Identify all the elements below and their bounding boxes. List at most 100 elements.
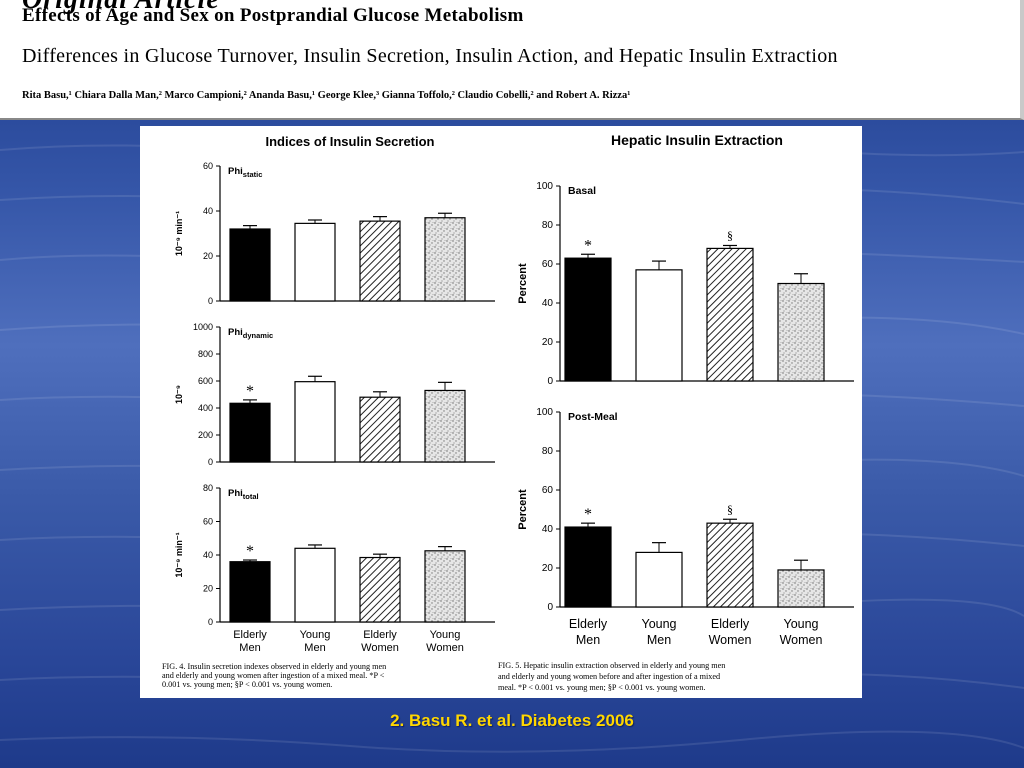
x-category-label: Women — [709, 633, 752, 647]
right-figure-title: Hepatic Insulin Extraction — [611, 132, 783, 148]
bar-elderly-men — [564, 526, 612, 608]
y-tick-label: 60 — [203, 161, 213, 171]
y-tick-label: 200 — [198, 430, 213, 440]
panel-title: Post-Meal — [568, 411, 618, 423]
y-axis-label: 10⁻⁹ — [174, 385, 184, 404]
panel-title: Phistatic — [228, 166, 262, 179]
bar-elderly-men — [229, 561, 271, 623]
y-tick-label: 20 — [203, 251, 213, 261]
panel-title-subscript: static — [243, 170, 263, 179]
bar-young-men — [294, 381, 336, 463]
significance-asterisk: * — [584, 506, 592, 523]
chart-4: 0 20 40 60 80 100 Percent Post-Meal * Elderly Men Y… — [517, 407, 854, 647]
y-tick-label: 20 — [203, 584, 213, 594]
bar-young-men — [635, 551, 683, 608]
journal-label: Original Article — [22, 0, 220, 16]
citation-label: 2. Basu R. et al. Diabetes 2006 — [390, 711, 634, 730]
y-tick-label: 0 — [208, 617, 213, 627]
bar-young-men — [294, 222, 336, 302]
y-tick-label: 0 — [547, 376, 553, 387]
y-tick-label: 100 — [536, 181, 553, 192]
y-tick-label: 80 — [542, 446, 554, 457]
right-figure-caption-line: meal. *P < 0.001 vs. young men; §P < 0.0… — [498, 683, 705, 692]
x-category-label: Young — [300, 629, 331, 641]
significance-section-sign: § — [727, 502, 733, 516]
panel-title: Basal — [568, 185, 596, 197]
bar-elderly-men — [229, 228, 271, 302]
bar-elderly-men — [564, 257, 612, 382]
bar-elderly-women — [359, 396, 401, 463]
y-tick-label: 60 — [203, 517, 213, 527]
x-category-label: Men — [239, 642, 260, 654]
y-tick-label: 60 — [542, 485, 554, 496]
left-figure-title: Indices of Insulin Secretion — [265, 134, 434, 149]
bar-young-men — [635, 269, 683, 382]
panel-title: Phidynamic — [228, 327, 273, 340]
y-tick-label: 40 — [542, 298, 554, 309]
bar-elderly-women — [706, 247, 754, 382]
y-tick-label: 40 — [203, 206, 213, 216]
significance-asterisk: * — [246, 543, 254, 560]
y-axis-label: Percent — [517, 489, 529, 530]
figure-panel: Indices of Insulin Secretion Hepatic Ins… — [140, 126, 862, 698]
bar-young-women — [424, 217, 466, 302]
x-category-label: Women — [780, 633, 823, 647]
x-category-label: Young — [784, 617, 819, 631]
y-tick-label: 600 — [198, 376, 213, 386]
bar-elderly-women — [359, 556, 401, 623]
y-tick-label: 80 — [203, 483, 213, 493]
y-tick-label: 0 — [208, 457, 213, 467]
y-tick-label: 60 — [542, 259, 554, 270]
x-category-label: Women — [426, 642, 464, 654]
y-tick-label: 80 — [542, 220, 554, 231]
y-tick-label: 400 — [198, 403, 213, 413]
x-category-label: Elderly — [711, 617, 750, 631]
bar-young-women — [424, 389, 466, 463]
x-category-label: Young — [642, 617, 677, 631]
right-figure-caption-line: and elderly and young women before and a… — [498, 672, 720, 681]
y-tick-label: 40 — [203, 550, 213, 560]
x-category-label: Men — [304, 642, 325, 654]
y-axis-label: 10⁻⁹ min⁻¹ — [174, 532, 184, 577]
chart-0: 0 20 40 60 10⁻⁹ min⁻¹ Phistatic — [174, 161, 495, 306]
panel-title-main: Phi — [228, 488, 243, 499]
panel-title: Phitotal — [228, 488, 259, 501]
significance-asterisk: * — [246, 383, 254, 400]
y-tick-label: 20 — [542, 337, 554, 348]
y-tick-label: 0 — [208, 296, 213, 306]
panel-title-subscript: dynamic — [243, 331, 273, 340]
y-tick-label: 0 — [547, 602, 553, 613]
article-subtitle: Differences in Glucose Turnover, Insulin… — [22, 45, 838, 67]
bar-young-women — [777, 282, 825, 382]
x-category-label: Elderly — [363, 629, 397, 641]
left-figure-caption-line: 0.001 vs. young men; §P < 0.001 vs. youn… — [162, 680, 332, 689]
panel-title-subscript: total — [243, 492, 259, 501]
x-category-label: Women — [361, 642, 399, 654]
y-axis-label: 10⁻⁹ min⁻¹ — [174, 211, 184, 256]
y-tick-label: 40 — [542, 524, 554, 535]
chart-3: 0 20 40 60 80 100 Percent Basal * § — [517, 181, 854, 387]
article-header-banner: Original Article Effects of Age and Sex … — [0, 0, 1024, 120]
x-category-label: Men — [647, 633, 671, 647]
y-tick-label: 800 — [198, 349, 213, 359]
panel-title-main: Phi — [228, 166, 243, 177]
bar-young-women — [777, 569, 825, 608]
x-category-label: Young — [430, 629, 461, 641]
x-category-label: Elderly — [233, 629, 267, 641]
x-category-label: Elderly — [569, 617, 608, 631]
left-figure-caption-line: FIG. 4. Insulin secretion indexes observ… — [162, 662, 386, 671]
significance-asterisk: * — [584, 237, 592, 254]
left-figure-caption-line: and elderly and young women after ingest… — [162, 671, 385, 680]
panel-title-main: Phi — [228, 327, 243, 338]
right-figure-caption-line: FIG. 5. Hepatic insulin extraction obser… — [498, 661, 725, 670]
significance-section-sign: § — [727, 228, 733, 242]
chart-1: 0 200 400 600 800 1000 10⁻⁹ Phidynamic * — [174, 322, 495, 467]
y-axis-label: Percent — [517, 263, 529, 304]
bar-charts-figure: Indices of Insulin Secretion Hepatic Ins… — [162, 132, 854, 692]
bar-young-men — [294, 547, 336, 623]
y-tick-label: 100 — [536, 407, 553, 418]
bar-elderly-women — [359, 220, 401, 302]
bar-elderly-women — [706, 522, 754, 608]
y-tick-label: 20 — [542, 563, 554, 574]
